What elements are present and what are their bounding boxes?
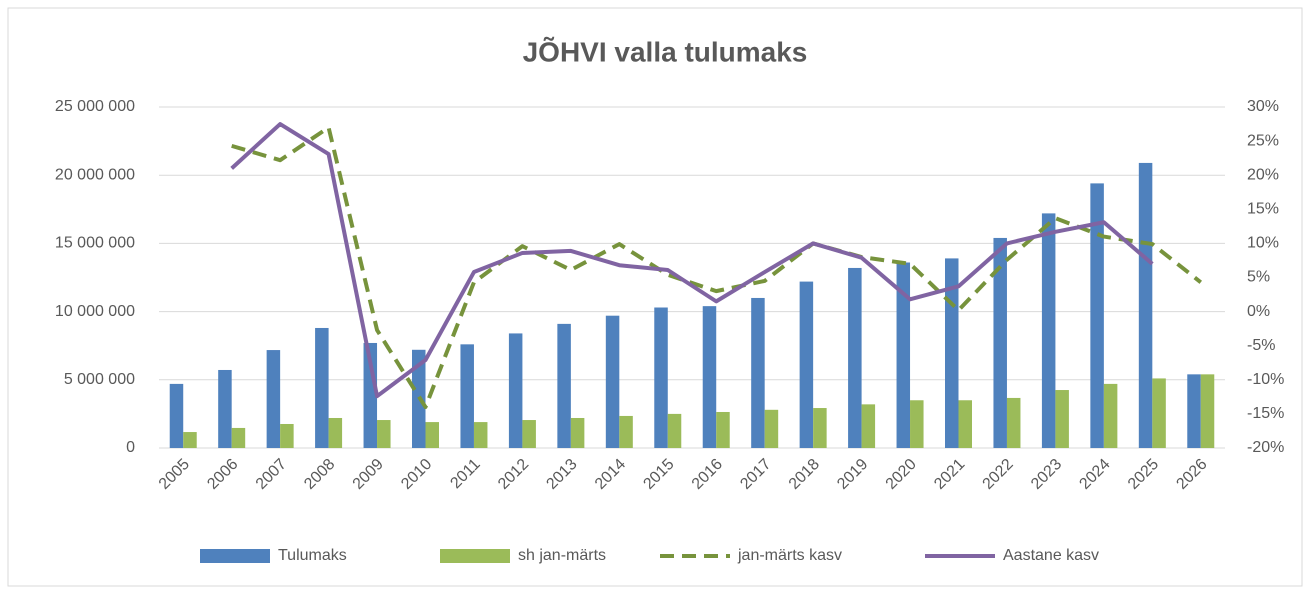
bar	[557, 323, 571, 448]
y2-tick-label: 20%	[1247, 166, 1279, 183]
bar	[266, 350, 281, 448]
bar	[1138, 162, 1153, 448]
bar	[716, 411, 730, 448]
bar	[1055, 390, 1069, 448]
bar	[460, 344, 474, 448]
bar	[1090, 183, 1104, 448]
bar	[1200, 374, 1215, 448]
bar	[218, 369, 232, 448]
y-tick-label: 5 000 000	[64, 371, 135, 388]
y2-tick-label: 25%	[1247, 132, 1279, 149]
bar	[993, 237, 1007, 448]
bar	[377, 420, 391, 448]
bar	[425, 422, 439, 448]
bar	[896, 262, 911, 448]
y2-tick-label: -20%	[1247, 439, 1284, 456]
y-tick-label: 20 000 000	[55, 166, 135, 183]
bar	[702, 306, 717, 448]
y2-tick-label: -10%	[1247, 371, 1284, 388]
bar	[605, 315, 620, 448]
bar	[751, 297, 765, 448]
bar	[813, 408, 827, 448]
y2-tick-label: 0%	[1247, 303, 1270, 320]
bar	[654, 307, 668, 448]
line	[230, 122, 1154, 399]
bar	[799, 281, 814, 448]
bar	[522, 420, 536, 448]
bar	[1187, 374, 1201, 448]
bar	[473, 422, 488, 448]
bar	[764, 409, 779, 448]
y2-tick-label: 10%	[1247, 235, 1279, 252]
bar	[328, 417, 343, 448]
y2-tick-label: 30%	[1247, 98, 1279, 115]
bar	[1103, 383, 1118, 448]
bar	[910, 400, 924, 448]
legend-label: Aastane kasv	[1003, 547, 1099, 564]
bar	[667, 413, 682, 448]
bar	[169, 383, 184, 448]
y2-tick-label: 15%	[1247, 201, 1279, 218]
bar	[1152, 378, 1166, 448]
bar	[280, 423, 294, 448]
line	[231, 125, 1203, 410]
y-tick-label: 25 000 000	[55, 98, 135, 115]
legend-label: Tulumaks	[278, 547, 347, 564]
bar	[958, 400, 972, 448]
legend-label: jan-märts kasv	[737, 547, 842, 564]
bar	[570, 417, 585, 448]
legend-swatch	[200, 549, 270, 563]
bar	[315, 327, 329, 448]
bar	[508, 333, 523, 448]
bar	[183, 432, 197, 448]
legend-swatch	[440, 549, 510, 563]
bar	[619, 415, 633, 448]
bar	[861, 404, 876, 448]
bar	[231, 427, 246, 448]
bar	[1006, 397, 1021, 448]
chart-title: JÕHVI valla tulumaks	[523, 36, 808, 67]
y2-tick-label: -5%	[1247, 337, 1275, 354]
chart-frame	[7, 7, 1303, 587]
y2-tick-label: 5%	[1247, 269, 1270, 286]
y-tick-label: 15 000 000	[55, 235, 135, 252]
legend-label: sh jan-märts	[518, 547, 606, 564]
bar	[848, 267, 862, 448]
y2-tick-label: -15%	[1247, 405, 1284, 422]
y-tick-label: 10 000 000	[55, 303, 135, 320]
y-tick-label: 0	[126, 439, 135, 456]
bar	[1041, 213, 1056, 448]
